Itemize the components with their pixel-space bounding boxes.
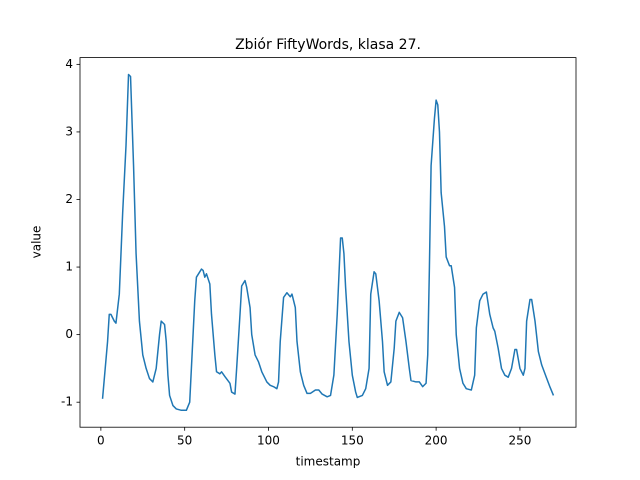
chart-title: Zbiór FiftyWords, klasa 27. [235,37,421,53]
y-tick-label: 2 [65,192,73,206]
data-line [101,73,555,412]
x-axis-label: timestamp [296,455,361,469]
x-tick-label: 250 [508,434,531,448]
y-tick-label: 1 [65,260,73,274]
x-tick-label: 50 [177,434,192,448]
y-tick-label: -1 [61,395,73,409]
x-tick-label: 150 [341,434,364,448]
x-tick-label: 100 [257,434,280,448]
x-tick-label: 0 [97,434,105,448]
y-tick-label: 3 [65,124,73,138]
y-axis-label: value [30,226,44,259]
y-tick-label: 4 [65,57,73,71]
y-tick-label: 0 [65,327,73,341]
x-tick-label: 200 [425,434,448,448]
plot-frame [79,57,577,428]
